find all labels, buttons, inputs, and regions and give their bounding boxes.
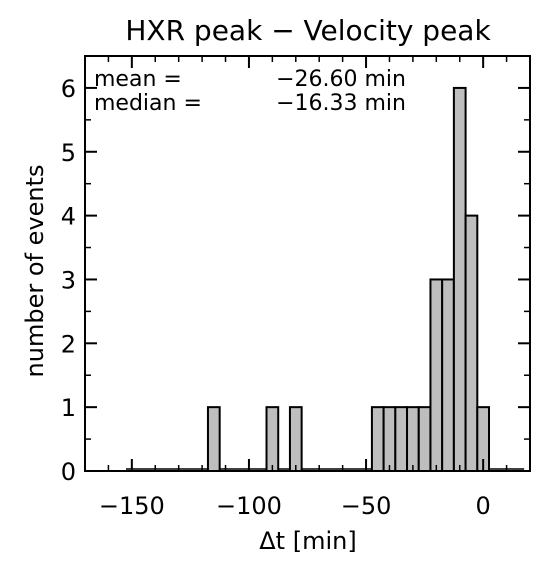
mean-value: −26.60 min (276, 67, 406, 92)
x-tick-label: −100 (216, 492, 282, 520)
y-tick-label: 0 (61, 458, 76, 486)
histogram-bar (429, 278, 444, 473)
y-tick-label: 2 (61, 330, 76, 358)
y-tick-label: 1 (61, 394, 76, 422)
histogram-bar (265, 406, 280, 472)
histogram-bar (206, 406, 221, 472)
x-axis-ticks: −150 −100 −50 0 (99, 56, 508, 520)
histogram-bar (370, 406, 385, 472)
median-value: −16.33 min (276, 91, 406, 116)
histogram-bar (417, 406, 432, 472)
y-axis-ticks: 0 1 2 3 4 5 6 (61, 75, 530, 486)
y-tick-label: 5 (61, 139, 76, 167)
x-axis-label: Δt [min] (259, 527, 356, 555)
median-label: median = (94, 91, 202, 116)
histogram-bar (464, 214, 479, 472)
mean-label: mean = (94, 67, 182, 92)
y-tick-label: 3 (61, 266, 76, 294)
x-tick-label: −50 (341, 492, 392, 520)
histogram-bar (406, 406, 420, 472)
y-tick-label: 4 (61, 203, 76, 231)
y-axis-label: number of events (21, 165, 49, 378)
chart-title: HXR peak − Velocity peak (125, 14, 491, 47)
histogram-bar (382, 406, 397, 472)
x-tick-label: −150 (99, 492, 165, 520)
bars-group (206, 86, 491, 473)
histogram-bar (452, 86, 467, 473)
plot-frame (84, 55, 531, 472)
histogram-bar (288, 406, 303, 472)
histogram-bar (394, 406, 409, 472)
y-tick-label: 6 (61, 75, 76, 103)
histogram-bar (441, 278, 455, 473)
x-tick-label: 0 (476, 492, 491, 520)
